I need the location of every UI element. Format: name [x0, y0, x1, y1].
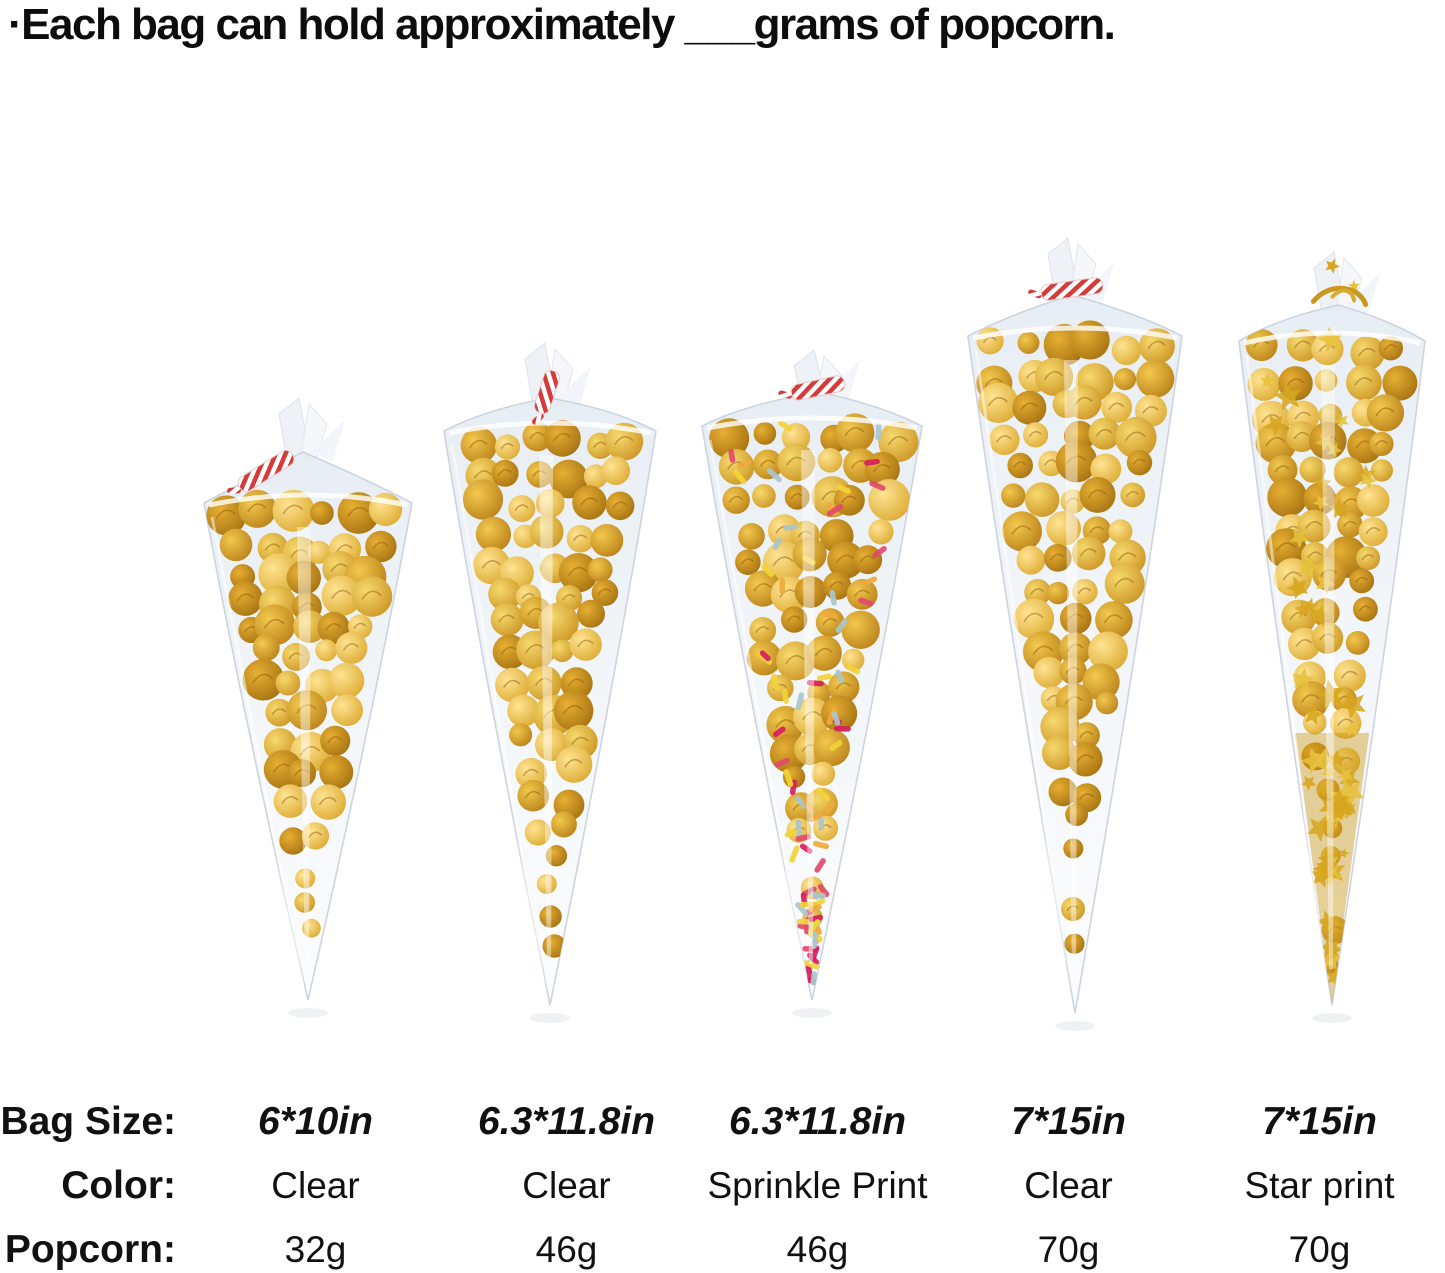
sprinkle-print: [728, 392, 887, 986]
popcorn-label: Popcorn:: [4, 1228, 176, 1271]
headline: ·Each bag can hold approximately ___gram…: [8, 0, 1116, 49]
striped-twist-tie: [778, 375, 846, 401]
bag-size-value-3: 6.3*11.8in: [728, 1100, 907, 1143]
popcorn-value-1: 32g: [284, 1229, 347, 1270]
striped-twist-tie: [532, 369, 561, 425]
bag-shadow: [792, 1008, 832, 1018]
cone-bag-3: [701, 349, 923, 1018]
cellophane-sheen: [706, 415, 918, 431]
bag-shadow: [288, 1008, 328, 1018]
popcorn-value-3: 46g: [786, 1229, 849, 1270]
popcorn-fill: [460, 420, 644, 958]
bag-size-value-2: 6.3*11.8in: [477, 1100, 656, 1143]
popcorn-value-4: 70g: [1037, 1229, 1100, 1270]
striped-twist-tie: [227, 449, 295, 494]
bag-shadow: [1312, 1013, 1352, 1023]
bag-size-label: Bag Size:: [0, 1100, 176, 1143]
bag-size-value-5: 7*15in: [1262, 1100, 1377, 1143]
color-value-2: Clear: [522, 1165, 611, 1206]
cellophane-sheen: [972, 325, 1178, 341]
cone-bag-4: [967, 237, 1183, 1031]
bag-size-row: Bag Size: 6*10in 6.3*11.8in 6.3*11.8in 7…: [0, 1100, 1445, 1144]
cone-bag-2: [443, 342, 657, 1023]
color-value-1: Clear: [271, 1165, 360, 1206]
cellophane-sheen: [448, 420, 652, 436]
gold-twist-tie: [1310, 285, 1369, 308]
bag-shadow: [530, 1013, 570, 1023]
popcorn-fill: [206, 489, 403, 938]
color-label: Color:: [61, 1164, 176, 1207]
color-row: Color: Clear Clear Sprinkle Print Clear …: [0, 1164, 1445, 1208]
star-print: [1259, 326, 1378, 1005]
popcorn-row: Popcorn: 32g 46g 46g 70g 70g: [0, 1228, 1445, 1272]
cellophane-sheen: [1243, 330, 1421, 346]
color-value-4: Clear: [1024, 1165, 1113, 1206]
striped-twist-tie: [1028, 277, 1104, 301]
color-value-5: Star print: [1244, 1165, 1395, 1206]
bag-size-value-4: 7*15in: [1011, 1100, 1126, 1143]
popcorn-fill: [976, 320, 1175, 954]
spec-table: Bag Size: 6*10in 6.3*11.8in 6.3*11.8in 7…: [0, 1100, 1445, 1273]
bag-shadow: [1055, 1021, 1095, 1031]
popcorn-value-5: 70g: [1288, 1229, 1351, 1270]
cone-bag-5: [1238, 251, 1426, 1023]
popcorn-value-2: 46g: [535, 1229, 598, 1270]
bags-illustration: [203, 237, 1426, 1031]
popcorn-fill: [1245, 329, 1418, 975]
cellophane-sheen: [208, 492, 408, 508]
color-value-3: Sprinkle Print: [707, 1165, 928, 1206]
cone-bag-1: [203, 397, 413, 1018]
bag-size-value-1: 6*10in: [258, 1100, 373, 1143]
